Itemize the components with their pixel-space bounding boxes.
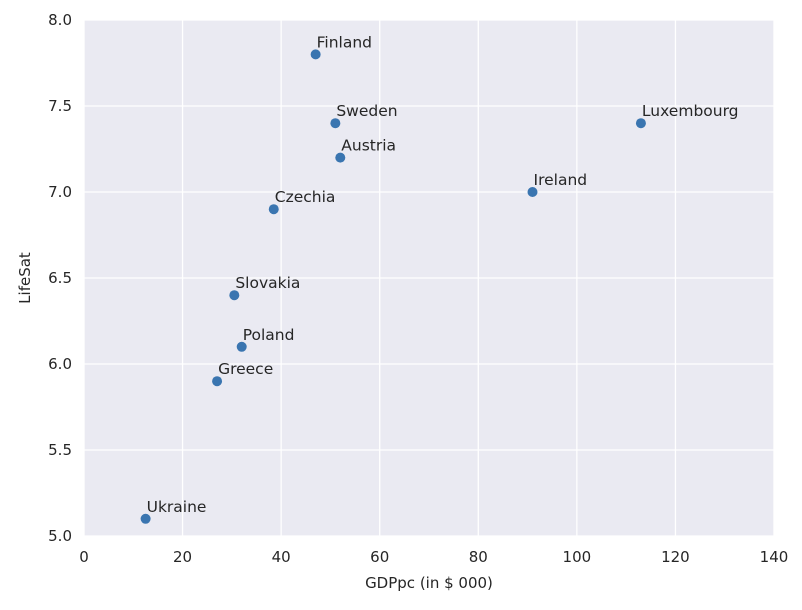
grid-lines [83,19,775,537]
x-tick-label: 100 [563,548,592,566]
point-label: Poland [243,326,295,344]
data-point [212,376,223,387]
point-label: Slovakia [235,274,300,292]
data-point [335,152,346,163]
y-tick-label: 8.0 [48,11,72,29]
data-point [229,290,240,301]
x-axis-title: GDPpc (in $ 000) [365,574,493,592]
x-axis-ticks: 0 20 40 60 80 100 120 140 [79,548,788,566]
point-label: Greece [218,360,273,378]
data-point [268,204,279,215]
y-tick-label: 6.0 [48,355,72,373]
y-axis-title: LifeSat [16,252,34,304]
point-label: Ukraine [147,498,207,516]
data-points [140,49,646,524]
x-tick-label: 20 [173,548,192,566]
point-label: Austria [341,137,396,155]
data-point [236,341,247,352]
x-tick-label: 40 [272,548,291,566]
data-point [310,49,321,60]
point-label: Luxembourg [642,102,739,120]
y-tick-label: 5.5 [48,441,72,459]
y-axis-ticks: 5.0 5.5 6.0 6.5 7.0 7.5 8.0 [48,11,72,545]
y-tick-label: 7.0 [48,183,72,201]
y-tick-label: 6.5 [48,269,72,287]
point-label: Finland [317,33,372,51]
y-tick-label: 5.0 [48,527,72,545]
point-labels: Finland Sweden Austria Luxembourg Ireland Cze… [147,33,739,515]
point-label: Czechia [275,188,336,206]
x-tick-label: 120 [661,548,690,566]
data-point [330,118,341,129]
data-point [527,187,538,197]
point-label: Sweden [336,102,397,120]
point-label: Ireland [534,171,588,189]
x-tick-label: 0 [79,548,89,566]
data-point [635,118,646,129]
x-tick-label: 60 [370,548,389,566]
data-point [140,513,151,524]
y-tick-label: 7.5 [48,97,72,115]
x-tick-label: 80 [469,548,488,566]
x-tick-label: 140 [760,548,789,566]
